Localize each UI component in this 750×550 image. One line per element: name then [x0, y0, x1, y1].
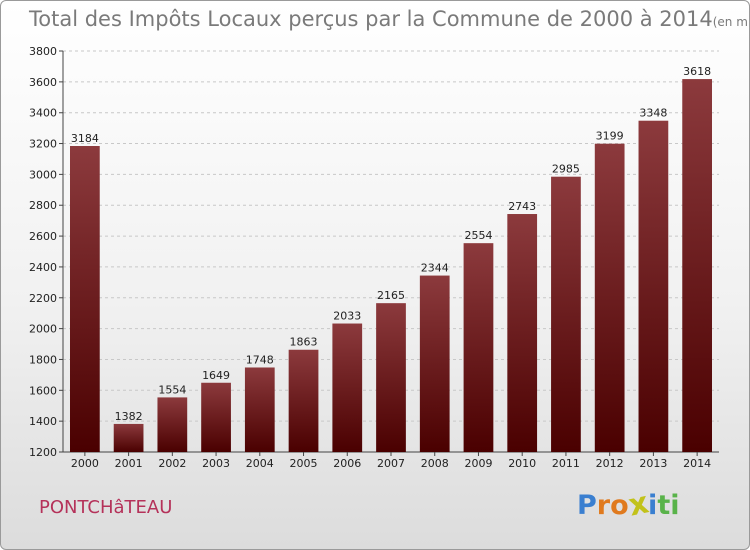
data-label-2001: 1382 [115, 410, 143, 423]
y-tick-label: 2000 [29, 323, 57, 336]
x-tick-label-2005: 2005 [290, 457, 318, 470]
logo-letter: i [648, 490, 658, 521]
data-label-2004: 1748 [246, 353, 274, 366]
chart-title-text: Total des Impôts Locaux perçus par la Co… [29, 7, 713, 31]
bar-2012 [594, 143, 625, 452]
bar-2011 [551, 176, 581, 453]
bar-2008 [419, 275, 450, 452]
bar-2002 [157, 397, 188, 452]
logo-letter: t [657, 490, 671, 521]
y-tick-label: 1200 [29, 446, 57, 459]
bar-2009 [463, 243, 494, 452]
data-label-2014: 3618 [683, 65, 711, 78]
logo-letter: r [596, 490, 611, 521]
x-tick-label-2012: 2012 [596, 457, 624, 470]
data-label-2002: 1554 [158, 383, 186, 396]
data-label-2013: 3348 [639, 107, 667, 120]
logo-letter: o [610, 490, 629, 521]
bar-2006 [332, 323, 363, 452]
x-tick-label-2014: 2014 [683, 457, 711, 470]
data-label-2008: 2344 [421, 262, 449, 275]
y-tick-label: 1800 [29, 353, 57, 366]
logo-letter: i [670, 490, 680, 521]
bar-2014 [682, 79, 713, 452]
proxiti-logo: Proxiti [577, 485, 680, 523]
y-tick-label: 3200 [29, 138, 57, 151]
data-label-2005: 1863 [290, 336, 318, 349]
bar-2004 [244, 367, 275, 452]
y-tick-label: 1400 [29, 415, 57, 428]
data-label-2009: 2554 [464, 229, 492, 242]
bar-2001 [113, 423, 144, 452]
y-tick-label: 3600 [29, 76, 57, 89]
data-label-2007: 2165 [377, 289, 405, 302]
bar-2010 [507, 214, 538, 452]
x-tick-label-2011: 2011 [552, 457, 580, 470]
x-tick-label-2006: 2006 [333, 457, 361, 470]
bar-2005 [288, 349, 319, 452]
bar-2013 [638, 120, 669, 452]
y-tick-label: 3400 [29, 107, 57, 120]
y-tick-label: 3800 [29, 45, 57, 58]
x-tick-label-2003: 2003 [202, 457, 230, 470]
bar-2003 [201, 382, 231, 452]
y-tick-label: 2600 [29, 230, 57, 243]
x-tick-label-2010: 2010 [508, 457, 536, 470]
data-label-2006: 2033 [333, 310, 361, 323]
bar-2000 [69, 146, 100, 452]
bar-2007 [376, 303, 406, 452]
x-tick-label-2000: 2000 [71, 457, 99, 470]
logo-letter: P [577, 490, 597, 521]
x-tick-label-2009: 2009 [464, 457, 492, 470]
data-label-2003: 1649 [202, 369, 230, 382]
x-tick-label-2001: 2001 [115, 457, 143, 470]
data-label-2000: 3184 [71, 132, 99, 145]
unit-note: (en milliers d'€) [712, 15, 750, 29]
x-tick-label-2007: 2007 [377, 457, 405, 470]
x-tick-label-2013: 2013 [639, 457, 667, 470]
x-tick-label-2004: 2004 [246, 457, 274, 470]
y-tick-label: 2800 [29, 199, 57, 212]
commune-name: PONTCHâTEAU [39, 497, 173, 518]
x-tick-label-2008: 2008 [421, 457, 449, 470]
chart-title: Total des Impôts Locaux perçus par la Co… [29, 7, 750, 31]
y-tick-label: 1600 [29, 384, 57, 397]
x-tick-label-2002: 2002 [158, 457, 186, 470]
data-label-2011: 2985 [552, 163, 580, 176]
data-label-2012: 3199 [596, 130, 624, 143]
y-tick-label: 2200 [29, 292, 57, 305]
data-label-2010: 2743 [508, 200, 536, 213]
y-tick-label: 3000 [29, 168, 57, 181]
y-tick-label: 2400 [29, 261, 57, 274]
